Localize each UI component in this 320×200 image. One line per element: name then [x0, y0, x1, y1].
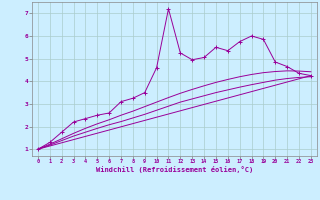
X-axis label: Windchill (Refroidissement éolien,°C): Windchill (Refroidissement éolien,°C) [96, 166, 253, 173]
